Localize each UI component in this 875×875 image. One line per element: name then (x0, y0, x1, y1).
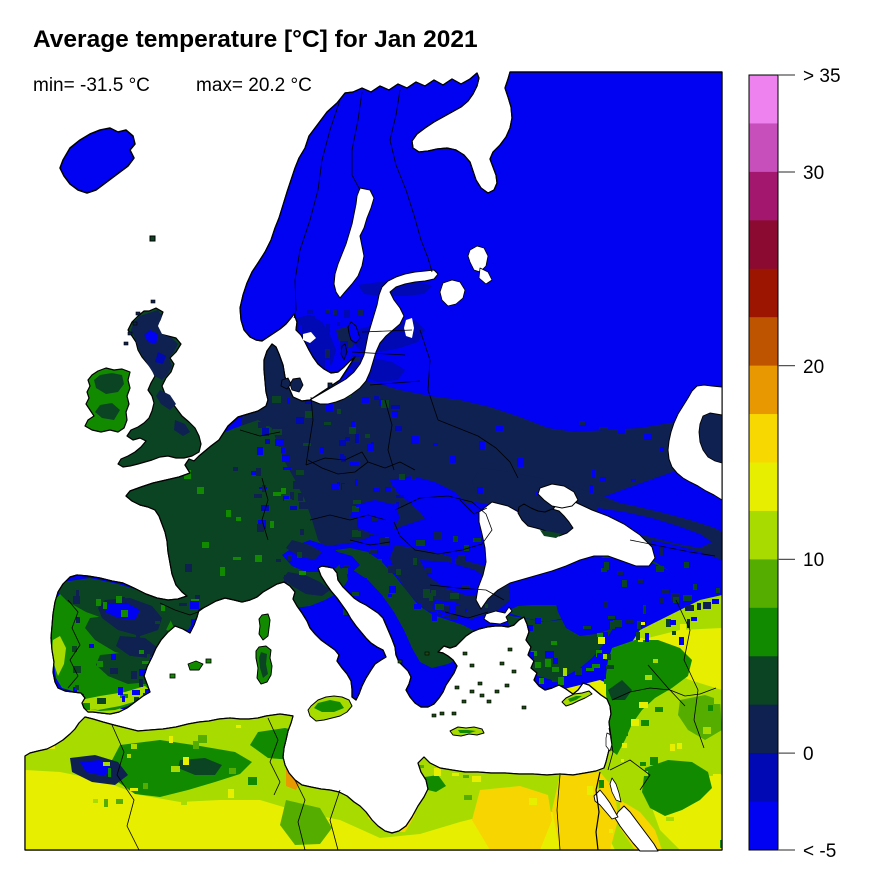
svg-text:20: 20 (803, 357, 824, 378)
svg-text:< -5: < -5 (803, 841, 836, 862)
svg-text:Average temperature [°C] for J: Average temperature [°C] for Jan 2021 (33, 26, 478, 53)
svg-text:10: 10 (803, 550, 824, 571)
svg-text:30: 30 (803, 163, 824, 184)
svg-text:max= 20.2 °C: max= 20.2 °C (196, 75, 312, 96)
svg-text:0: 0 (803, 744, 814, 765)
svg-text:> 35: > 35 (803, 66, 841, 87)
svg-text:min= -31.5 °C: min= -31.5 °C (33, 75, 150, 96)
